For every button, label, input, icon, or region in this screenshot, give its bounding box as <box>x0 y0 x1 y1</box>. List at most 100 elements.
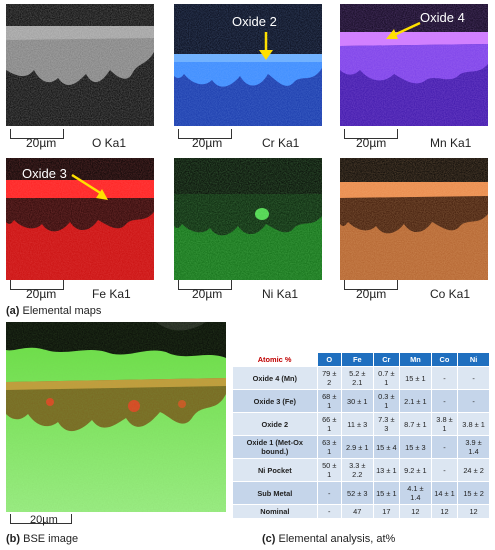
map-o <box>6 4 154 126</box>
scale-label: 20µm <box>192 136 223 150</box>
arrow-icon <box>259 32 273 60</box>
table-cell: 5.2 ± 2.1 <box>340 366 374 390</box>
col-header: Co <box>430 352 459 367</box>
table-cell: 11 ± 3 <box>340 412 374 436</box>
bse-image <box>6 322 226 512</box>
row-label: Sub Metal <box>232 481 318 505</box>
element-label: Fe Ka1 <box>92 287 131 301</box>
caption-b-text: BSE image <box>20 533 79 545</box>
row-label: Oxide 2 <box>232 412 318 436</box>
scalebar <box>178 129 232 139</box>
table-cell: 12 <box>430 504 459 519</box>
table-cell: 3.8 ± 1 <box>430 412 459 436</box>
table-cell: 15 ± 4 <box>372 435 400 459</box>
caption-a-text: Elemental maps <box>19 305 102 317</box>
col-header: Ni <box>457 352 490 367</box>
scale-label: 20µm <box>356 287 387 301</box>
table-cell: 3.8 ± 1 <box>457 412 490 436</box>
scalebar <box>344 280 398 290</box>
table-cell: 4.1 ± 1.4 <box>398 481 432 505</box>
scale-label: 20µm <box>26 136 57 150</box>
caption-c-text: Elemental analysis, at% <box>275 533 396 545</box>
col-header: O <box>316 352 342 367</box>
element-label: O Ka1 <box>92 136 127 150</box>
table-cell: - <box>430 389 459 413</box>
scale-label: 20µm <box>30 514 58 526</box>
caption-c-tag: (c) <box>262 533 276 545</box>
table-cell: - <box>457 366 490 390</box>
map-mn <box>340 4 488 126</box>
caption-b: (b) BSE image <box>6 533 78 545</box>
map-cr <box>174 4 322 126</box>
row-label: Ni Pocket <box>232 458 318 482</box>
table-row: Oxide 4 (Mn) 79 ± 2 5.2 ± 2.1 0.7 ± 1 15 ± 1… <box>232 366 490 390</box>
table-cell: 15 ± 1 <box>372 481 400 505</box>
table-cell: 12 <box>457 504 490 519</box>
map-co <box>340 158 488 280</box>
table-cell: 52 ± 3 <box>340 481 374 505</box>
table-cell: 68 ± 1 <box>316 389 342 413</box>
col-header: Mn <box>398 352 432 367</box>
table-cell: - <box>457 389 490 413</box>
scale-label: 20µm <box>356 136 387 150</box>
scale-label: 20µm <box>192 287 223 301</box>
element-label: Mn Ka1 <box>430 136 472 150</box>
map-fe <box>6 158 154 280</box>
table-cell: 15 ± 3 <box>398 435 432 459</box>
table-cell: 63 ± 1 <box>316 435 342 459</box>
table-cell: 0.7 ± 1 <box>372 366 400 390</box>
table-cell: 79 ± 2 <box>316 366 342 390</box>
table-cell: - <box>316 504 342 519</box>
table-corner: Atomic % <box>232 352 318 367</box>
scalebar <box>178 280 232 290</box>
table-cell: 8.7 ± 1 <box>398 412 432 436</box>
table-cell: 47 <box>340 504 374 519</box>
element-label: Cr Ka1 <box>262 136 300 150</box>
table-row: Ni Pocket 50 ± 1 3.3 ± 2.2 13 ± 1 9.2 ± 1-24… <box>232 458 490 482</box>
table-cell: 3.3 ± 2.2 <box>340 458 374 482</box>
caption-a-tag: (a) <box>6 305 20 317</box>
table-cell: 15 ± 1 <box>398 366 432 390</box>
table-cell: - <box>316 481 342 505</box>
table-cell: 0.3 ± 1 <box>372 389 400 413</box>
caption-a: (a) Elemental maps <box>6 305 101 317</box>
table-cell: 14 ± 1 <box>430 481 459 505</box>
table-cell: 30 ± 1 <box>340 389 374 413</box>
row-label: Nominal <box>232 504 318 519</box>
scalebar <box>10 129 64 139</box>
map-ni <box>174 158 322 280</box>
table-cell: 2.9 ± 1 <box>340 435 374 459</box>
scalebar <box>10 280 64 290</box>
callout-oxide-3: Oxide 3 <box>22 166 67 181</box>
table-cell: 24 ± 2 <box>457 458 490 482</box>
table-row: Oxide 3 (Fe) 68 ± 1 30 ± 1 0.3 ± 1 2.1 ± 1-- <box>232 389 490 413</box>
col-header: Cr <box>372 352 400 367</box>
table-cell: 2.1 ± 1 <box>398 389 432 413</box>
scalebar <box>344 129 398 139</box>
table-header-row: Atomic % O Fe Cr Mn Co Ni <box>232 352 490 367</box>
composition-table: Atomic % O Fe Cr Mn Co Ni Oxide 4 (Mn) 79… <box>232 352 490 519</box>
table-cell: - <box>430 435 459 459</box>
table-cell: - <box>430 366 459 390</box>
callout-oxide-4: Oxide 4 <box>420 10 465 25</box>
table-cell: 7.3 ± 3 <box>372 412 400 436</box>
callout-oxide-2: Oxide 2 <box>232 14 277 29</box>
table-cell: 50 ± 1 <box>316 458 342 482</box>
element-label: Ni Ka1 <box>262 287 299 301</box>
table-row: Oxide 1 (Met-Ox bound.) 63 ± 1 2.9 ± 1 15 ±… <box>232 435 490 459</box>
table-cell: - <box>430 458 459 482</box>
table-row: Oxide 2 66 ± 1 11 ± 3 7.3 ± 3 8.7 ± 1 3.8 ± 1… <box>232 412 490 436</box>
element-label: Co Ka1 <box>430 287 471 301</box>
table-row: Nominal -47 17 12 12 12 <box>232 504 490 519</box>
table-cell: 15 ± 2 <box>457 481 490 505</box>
arrow-icon <box>386 21 421 39</box>
caption-b-tag: (b) <box>6 533 21 545</box>
table-cell: 12 <box>398 504 432 519</box>
row-label: Oxide 4 (Mn) <box>232 366 318 390</box>
table-cell: 3.9 ± 1.4 <box>457 435 490 459</box>
arrow-icon <box>71 173 108 200</box>
table-cell: 9.2 ± 1 <box>398 458 432 482</box>
caption-c: (c) Elemental analysis, at% <box>262 533 395 545</box>
table-cell: 66 ± 1 <box>316 412 342 436</box>
table-cell: 17 <box>372 504 400 519</box>
